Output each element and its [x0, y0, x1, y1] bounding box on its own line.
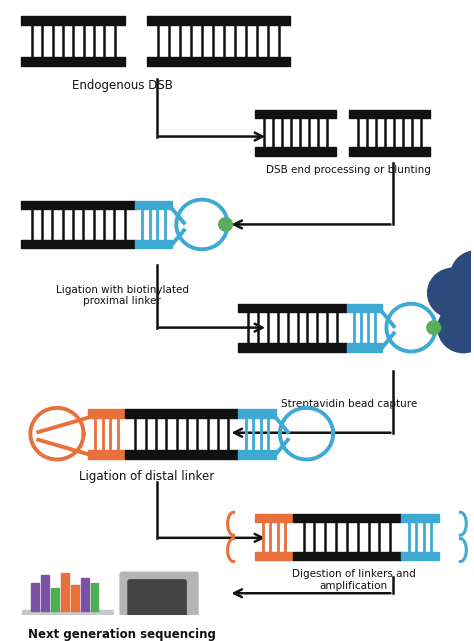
Bar — [238, 409, 276, 418]
Bar — [21, 201, 135, 209]
Bar — [347, 304, 383, 312]
Bar — [21, 16, 125, 25]
Bar — [293, 514, 401, 522]
Text: Endogenous DSB: Endogenous DSB — [72, 79, 173, 92]
Bar — [255, 147, 336, 156]
Bar — [147, 57, 290, 66]
Bar — [88, 409, 125, 418]
Bar — [401, 551, 438, 560]
Text: Ligation with biotinylated
proximal linker: Ligation with biotinylated proximal link… — [55, 285, 189, 306]
Bar — [71, 585, 79, 612]
Circle shape — [219, 218, 233, 231]
Bar — [81, 578, 89, 612]
Text: Streptavidin bead capture: Streptavidin bead capture — [281, 399, 417, 410]
Bar — [255, 110, 336, 118]
Bar — [125, 409, 238, 418]
Bar — [238, 304, 347, 312]
Bar — [255, 551, 293, 560]
Text: Ligation of distal linker: Ligation of distal linker — [79, 470, 214, 483]
Bar — [125, 449, 238, 458]
Bar — [135, 240, 173, 248]
Bar — [401, 514, 438, 522]
Bar — [293, 551, 401, 560]
Bar — [238, 449, 276, 458]
Bar — [21, 57, 125, 66]
Circle shape — [446, 283, 474, 333]
Bar — [147, 16, 290, 25]
FancyBboxPatch shape — [120, 572, 198, 626]
Circle shape — [438, 303, 474, 353]
FancyBboxPatch shape — [128, 580, 186, 616]
Circle shape — [451, 251, 474, 301]
Bar — [349, 110, 430, 118]
Bar — [135, 201, 173, 209]
Text: Next generation sequencing: Next generation sequencing — [28, 628, 216, 640]
Bar — [255, 514, 293, 522]
Bar — [88, 449, 125, 458]
Text: Digestion of linkers and
amplification: Digestion of linkers and amplification — [292, 569, 416, 591]
FancyBboxPatch shape — [22, 610, 113, 620]
Bar — [21, 240, 135, 248]
Bar — [31, 583, 39, 612]
Bar — [349, 147, 430, 156]
Bar — [238, 343, 347, 351]
Bar — [41, 575, 49, 612]
Bar — [61, 573, 69, 612]
Bar — [51, 588, 59, 612]
Circle shape — [466, 271, 474, 320]
Circle shape — [428, 268, 474, 318]
Bar — [347, 343, 383, 351]
Bar — [91, 583, 99, 612]
Text: DSB end processing or blunting: DSB end processing or blunting — [266, 165, 431, 175]
Circle shape — [427, 321, 441, 335]
